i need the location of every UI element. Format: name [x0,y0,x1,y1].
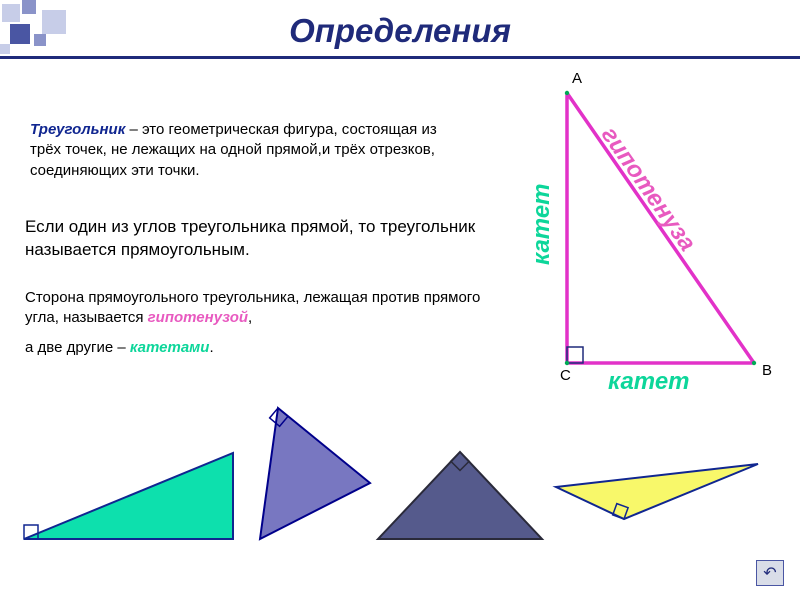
page-title: Определения [0,12,800,50]
definition-hypotenuse: Сторона прямоугольного треугольника, леж… [25,288,485,329]
back-icon: ↶ [763,563,776,583]
vertex-b-label: B [762,362,772,379]
kathet-horizontal-label: катет [608,368,690,396]
definition-triangle: Треугольник – это геометрическая фигура,… [30,120,470,181]
vertex-a-label: A [572,70,582,87]
kathet-vertical-label: катет [528,183,556,265]
title-underline [0,56,800,59]
term-hypotenuse: гипотенузой [148,309,248,326]
term-legs: катетами [130,339,210,356]
vertex-c-label: C [560,367,571,384]
definition-right-triangle: Если один из углов треугольника прямой, … [25,216,485,262]
term-triangle: Треугольник [30,121,125,138]
back-button[interactable]: ↶ [756,560,784,586]
definition-legs: а две другие – катетами. [25,338,485,358]
hypotenuse-label: гипотенуза [595,122,701,257]
